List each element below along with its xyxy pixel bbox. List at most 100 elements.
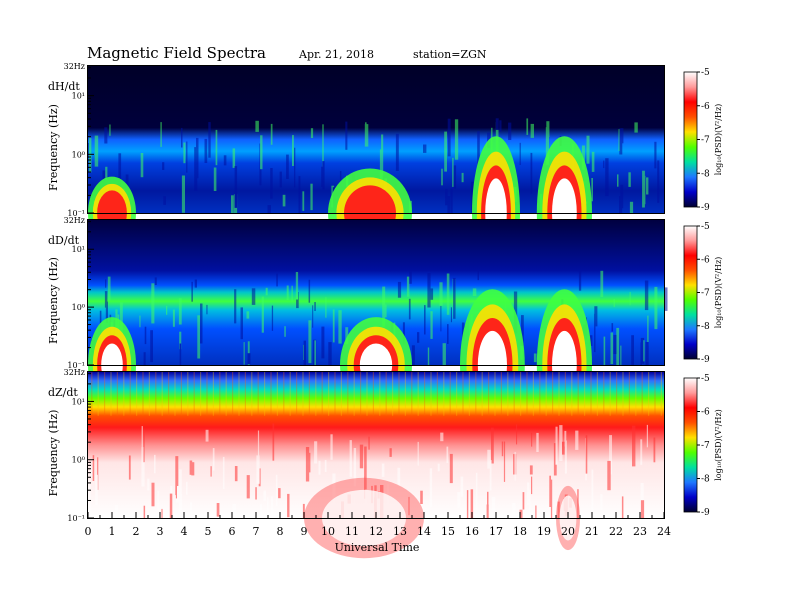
x-tick-label: 6 xyxy=(229,525,236,538)
texture-cell xyxy=(151,482,155,507)
texture-cell xyxy=(194,279,197,288)
texture-cell xyxy=(272,423,275,461)
texture-cell xyxy=(186,481,188,495)
colorbar xyxy=(683,225,698,360)
texture-cell xyxy=(620,345,622,365)
texture-cell xyxy=(585,435,588,474)
colorbar-tick-label: -5 xyxy=(701,222,710,232)
texture-cell xyxy=(406,276,410,297)
texture-cell xyxy=(128,455,131,480)
chart-date: Apr. 21, 2018 xyxy=(298,48,374,61)
texture-cell xyxy=(553,443,557,476)
texture-cell xyxy=(208,122,211,158)
texture-cell xyxy=(310,183,313,211)
colorbar xyxy=(683,71,698,208)
texture-cell xyxy=(447,324,449,344)
y-axis-label: Frequency (Hz) xyxy=(47,257,60,344)
texture-cell xyxy=(550,479,553,518)
texture-cell xyxy=(118,153,122,190)
texture-cell xyxy=(508,122,512,140)
texture-cell xyxy=(240,307,243,340)
texture-cell xyxy=(205,429,209,442)
y-tick-label: 10¹ xyxy=(72,92,85,101)
texture-cell xyxy=(286,154,289,179)
chart-station: station=ZGN xyxy=(413,48,487,61)
texture-cell xyxy=(302,191,305,211)
top-frequency-label: 32Hz xyxy=(64,216,85,225)
texture-cell xyxy=(168,372,170,416)
texture-cell xyxy=(379,149,383,185)
texture-cell xyxy=(546,121,550,138)
texture-cell xyxy=(212,372,214,416)
x-tick-label: 2 xyxy=(133,525,140,538)
texture-cell xyxy=(500,372,502,416)
texture-cell xyxy=(622,372,624,416)
texture-cell xyxy=(308,372,310,416)
colorbar-tick-label: -6 xyxy=(701,408,710,418)
colorbar-tick-label: -7 xyxy=(701,136,710,146)
texture-cell xyxy=(613,334,617,355)
texture-cell xyxy=(609,372,611,416)
texture-cell xyxy=(532,372,534,416)
texture-cell xyxy=(206,372,208,416)
texture-cell xyxy=(461,322,465,341)
texture-cell xyxy=(246,475,250,499)
texture-cell xyxy=(640,342,642,365)
texture-cell xyxy=(654,372,656,416)
texture-cell xyxy=(646,424,648,448)
x-tick-label: 9 xyxy=(301,525,308,538)
texture-cell xyxy=(423,144,427,153)
texture-cell xyxy=(287,493,290,518)
texture-cell xyxy=(449,453,453,484)
texture-cell xyxy=(345,327,349,344)
texture-cell xyxy=(528,489,531,518)
texture-cell xyxy=(621,496,624,518)
texture-cell xyxy=(629,292,631,306)
texture-cell xyxy=(110,372,112,416)
texture-cell xyxy=(519,509,523,518)
texture-cell xyxy=(360,372,362,416)
texture-cell xyxy=(109,124,111,136)
texture-cell xyxy=(635,372,637,416)
colorbar-tick-label: -9 xyxy=(701,508,710,518)
texture-cell xyxy=(557,501,560,518)
texture-cell xyxy=(353,372,355,416)
texture-cell xyxy=(234,466,238,482)
texture-cell xyxy=(318,460,321,475)
texture-cell xyxy=(204,138,208,163)
texture-cell xyxy=(179,331,182,350)
texture-cell xyxy=(539,372,541,416)
texture-cell xyxy=(645,342,649,365)
texture-cell xyxy=(564,440,567,474)
texture-cell xyxy=(278,488,281,499)
texture-cell xyxy=(450,307,452,323)
x-tick-label: 15 xyxy=(441,525,455,538)
colorbar-tick-label: -7 xyxy=(701,289,710,299)
texture-cell xyxy=(310,128,314,138)
texture-cell xyxy=(289,372,291,416)
texture-cell xyxy=(97,372,99,416)
texture-cell xyxy=(450,188,453,213)
texture-cell xyxy=(347,372,349,416)
texture-cell xyxy=(487,491,489,518)
texture-cell xyxy=(402,322,405,345)
texture-cell xyxy=(191,462,195,476)
texture-cell xyxy=(535,505,537,518)
texture-cell xyxy=(267,205,271,213)
x-axis: 0 1 2 3 4 5 6 7 8 9 10 11 12 13 14 15 16 17 18 19 20 21 22 23 24 xyxy=(85,512,671,538)
texture-cell xyxy=(255,487,257,500)
texture-cell xyxy=(446,273,450,315)
texture-cell xyxy=(603,372,605,416)
texture-cell xyxy=(382,286,386,327)
top-frequency-label: 32Hz xyxy=(64,62,85,71)
texture-cell xyxy=(628,372,630,416)
texture-cell xyxy=(603,336,606,365)
texture-cell xyxy=(150,330,153,363)
texture-cell xyxy=(446,446,449,463)
texture-cell xyxy=(629,201,634,213)
texture-cell xyxy=(533,353,537,363)
texture-cell xyxy=(654,286,658,330)
texture-cell xyxy=(279,171,282,188)
texture-cell xyxy=(591,469,594,512)
texture-cell xyxy=(91,372,93,416)
